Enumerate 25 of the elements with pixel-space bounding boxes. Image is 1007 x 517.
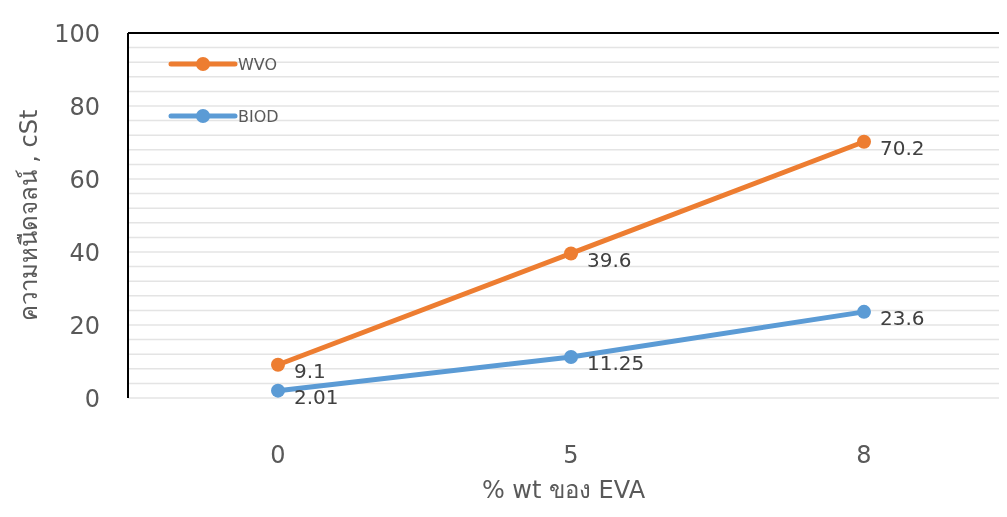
- point: [271, 383, 285, 398]
- point: [564, 349, 578, 364]
- x-tick-label: 8: [856, 441, 872, 470]
- data-label: 23.6: [880, 305, 925, 330]
- legend-label: BIOD: [238, 106, 279, 126]
- y-tick-label: 0: [84, 384, 100, 413]
- point: [857, 134, 871, 149]
- y-tick-label: 100: [54, 19, 100, 48]
- y-tick-label: 80: [69, 92, 100, 121]
- y-tick-label: 20: [69, 311, 100, 340]
- data-label: 9.1: [294, 358, 326, 383]
- x-tick-label: 5: [563, 441, 579, 470]
- data-label: 11.25: [587, 351, 645, 376]
- x-tick-label: 0: [270, 441, 286, 470]
- data-label: 70.2: [880, 135, 925, 160]
- y-axis-title: ความหนืดจลน์ , cSt: [14, 109, 43, 322]
- point: [564, 246, 578, 261]
- legend-label: WVO: [238, 54, 278, 74]
- y-tick-label: 60: [69, 165, 100, 194]
- point: [857, 304, 871, 319]
- data-label: 39.6: [587, 247, 632, 272]
- data-label: 2.01: [294, 384, 339, 409]
- x-axis-title: % wt ของ EVA: [481, 476, 646, 504]
- point: [271, 357, 285, 372]
- y-tick-label: 40: [69, 238, 100, 267]
